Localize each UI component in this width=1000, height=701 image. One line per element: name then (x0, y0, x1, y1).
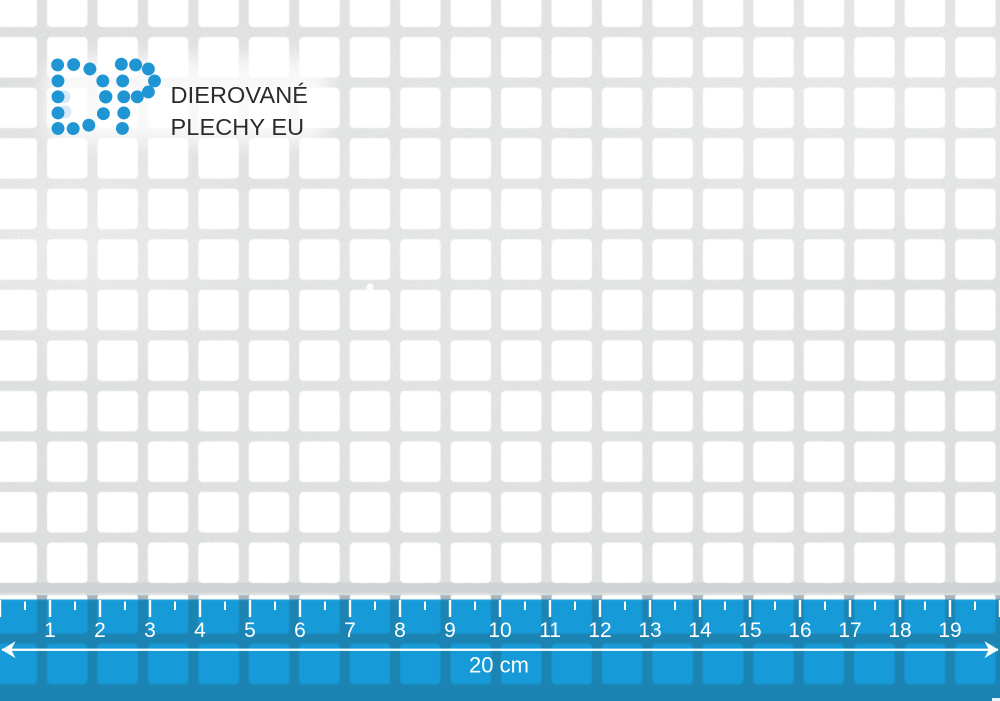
svg-text:20 cm: 20 cm (469, 653, 529, 678)
svg-text:3: 3 (144, 619, 156, 642)
svg-text:5: 5 (244, 619, 256, 642)
svg-text:14: 14 (688, 619, 712, 642)
svg-text:18: 18 (888, 619, 911, 642)
svg-text:4: 4 (194, 619, 206, 642)
svg-text:11: 11 (539, 619, 561, 642)
svg-text:6: 6 (294, 619, 306, 642)
svg-text:9: 9 (444, 619, 456, 642)
svg-text:7: 7 (344, 619, 356, 642)
svg-text:17: 17 (838, 619, 861, 642)
svg-text:10: 10 (488, 619, 511, 642)
svg-text:16: 16 (788, 619, 811, 642)
svg-text:19: 19 (938, 619, 961, 642)
svg-text:2: 2 (94, 619, 106, 642)
svg-text:12: 12 (588, 619, 611, 642)
svg-text:1: 1 (44, 619, 56, 642)
svg-text:15: 15 (738, 619, 761, 642)
svg-text:8: 8 (394, 619, 406, 642)
svg-text:13: 13 (638, 619, 661, 642)
